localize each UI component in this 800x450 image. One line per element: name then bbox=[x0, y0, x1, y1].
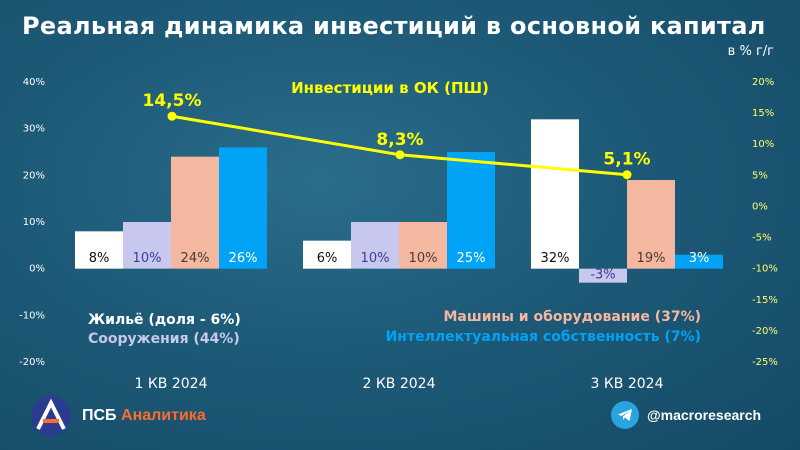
brand-name: ПСБ Аналитика bbox=[82, 407, 206, 425]
chart-title: Реальная динамика инвестиций в основной … bbox=[22, 12, 766, 40]
bar-value-label: 8% bbox=[89, 251, 110, 266]
left-tick-label: -20% bbox=[19, 357, 45, 368]
bar bbox=[531, 119, 579, 269]
bar-value-label: 26% bbox=[229, 251, 258, 266]
bar-value-label: 3% bbox=[689, 251, 710, 266]
line-value-label: 5,1% bbox=[603, 150, 650, 170]
category-label: 1 КВ 2024 bbox=[135, 376, 208, 392]
category-labels: 1 КВ 2024 2 КВ 2024 3 КВ 2024 bbox=[135, 376, 664, 392]
left-tick-label: 10% bbox=[23, 217, 45, 228]
legend-housing: Жильё (доля - 6%) bbox=[88, 312, 241, 328]
bar bbox=[675, 254, 723, 269]
right-axis: 20% 15% 10% 5% 0% -5% -10% -15% -20% -25% bbox=[752, 77, 778, 368]
line-series: 14,5% 8,3% 5,1% bbox=[143, 91, 651, 180]
psb-logo-icon bbox=[31, 396, 71, 436]
bar bbox=[123, 222, 171, 269]
right-tick-label: -15% bbox=[752, 295, 778, 306]
left-tick-label: -10% bbox=[19, 310, 45, 321]
brand-accent: Аналитика bbox=[121, 407, 206, 424]
left-tick-label: 30% bbox=[23, 124, 45, 135]
bar bbox=[399, 222, 447, 269]
bar-value-label: 25% bbox=[457, 251, 486, 266]
right-tick-label: -5% bbox=[752, 233, 771, 244]
legend-machinery: Машины и оборудование (37%) bbox=[444, 309, 702, 325]
left-tick-label: 40% bbox=[23, 77, 45, 88]
bar-value-label: 10% bbox=[133, 251, 162, 266]
left-tick-label: 0% bbox=[29, 264, 45, 275]
legend-ip: Интеллектуальная собственность (7%) bbox=[386, 329, 701, 345]
bar bbox=[579, 268, 627, 283]
bar-value-label: 10% bbox=[361, 251, 390, 266]
brand-main: ПСБ bbox=[82, 407, 117, 424]
bar bbox=[447, 152, 495, 269]
line-value-label: 8,3% bbox=[376, 130, 423, 150]
right-tick-label: -25% bbox=[752, 357, 778, 368]
unit-label: в % г/г bbox=[727, 44, 774, 59]
line-point bbox=[167, 111, 177, 121]
right-tick-label: 15% bbox=[752, 108, 774, 119]
category-label: 2 КВ 2024 bbox=[363, 376, 436, 392]
brand-logo: ПСБ Аналитика bbox=[30, 395, 206, 437]
line-point bbox=[395, 150, 405, 160]
bar-value-label: 19% bbox=[637, 251, 666, 266]
bar bbox=[351, 222, 399, 269]
right-tick-label: -20% bbox=[752, 326, 778, 337]
bar bbox=[627, 180, 675, 269]
bar bbox=[219, 147, 267, 269]
bar-value-label: 32% bbox=[541, 251, 570, 266]
right-tick-label: -10% bbox=[752, 264, 778, 275]
bar bbox=[171, 156, 219, 269]
telegram-handle[interactable]: @macroresearch bbox=[647, 407, 762, 423]
bar-value-label: 24% bbox=[181, 251, 210, 266]
line-value-label: 14,5% bbox=[143, 91, 202, 111]
left-tick-label: 20% bbox=[23, 170, 45, 181]
right-tick-label: 5% bbox=[752, 170, 768, 181]
legend-structures: Сооружения (44%) bbox=[88, 331, 240, 347]
right-tick-label: 0% bbox=[752, 201, 768, 212]
bar-value-label: 10% bbox=[409, 251, 438, 266]
bar bbox=[303, 240, 351, 269]
bar-labels-group: 8% 6% 32% 10% 10% -3% 24% 10% 19% 26% 25% 3% bbox=[89, 251, 710, 283]
right-tick-label: 10% bbox=[752, 139, 774, 150]
right-tick-label: 20% bbox=[752, 77, 774, 88]
line-point bbox=[622, 170, 632, 180]
bar-value-label: 6% bbox=[317, 251, 338, 266]
bar-value-label: -3% bbox=[590, 268, 615, 283]
left-axis: 40% 30% 20% 10% 0% -10% -20% bbox=[19, 77, 45, 368]
line-series-title: Инвестиции в ОК (ПШ) bbox=[291, 79, 489, 97]
category-label: 3 КВ 2024 bbox=[591, 376, 664, 392]
bars-group bbox=[75, 119, 723, 283]
bar bbox=[75, 231, 123, 269]
telegram-link[interactable]: @macroresearch bbox=[611, 401, 761, 429]
telegram-icon[interactable] bbox=[611, 401, 639, 429]
